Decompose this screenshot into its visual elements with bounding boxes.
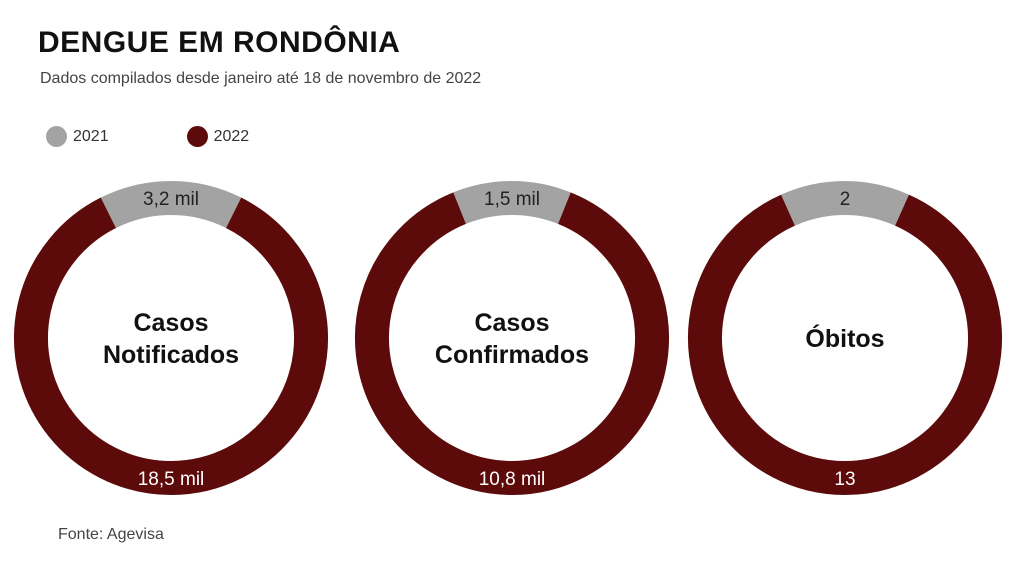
donut-chart-3: 2 13 Óbitos — [688, 181, 1002, 495]
legend-item-2022: 2022 — [186, 126, 250, 147]
slice-2021 — [781, 181, 909, 226]
chart-center-label: Casos Notificados — [103, 309, 239, 369]
slice-2022 — [688, 194, 1002, 495]
legend-swatch-2022 — [186, 126, 208, 147]
chart-center-label: Casos Confirmados — [435, 309, 589, 369]
chart-center-label: Óbitos — [805, 323, 884, 353]
slice-2022 — [355, 192, 669, 495]
slice-2022 — [14, 197, 328, 495]
page-subtitle: Dados compilados desde janeiro até 18 de… — [40, 70, 482, 87]
chart-center-label-line: Casos — [474, 309, 549, 337]
slice-2021 — [100, 181, 242, 229]
legend-label-2022: 2022 — [213, 127, 250, 145]
slice-label-2021: 3,2 mil — [143, 189, 199, 210]
legend-label-2021: 2021 — [73, 127, 109, 145]
slice-label-2022: 18,5 mil — [138, 469, 205, 490]
legend: 2021 2022 — [46, 126, 249, 147]
slice-label-2021: 1,5 mil — [484, 189, 540, 210]
donut-chart-1: 3,2 mil 18,5 mil Casos Notificados — [14, 181, 328, 495]
donut-chart-2: 1,5 mil 10,8 mil Casos Confirmados — [355, 181, 669, 495]
slice-label-2022: 13 — [834, 469, 855, 490]
slice-label-2022: 10,8 mil — [479, 469, 546, 490]
chart-center-label-line: Notificados — [103, 341, 239, 369]
chart-center-label-line: Confirmados — [435, 341, 589, 369]
slice-2021 — [453, 181, 571, 225]
legend-item-2021: 2021 — [46, 126, 109, 147]
page-title: DENGUE EM RONDÔNIA — [38, 26, 401, 59]
slice-label-2021: 2 — [840, 189, 851, 210]
chart-center-label-line: Óbitos — [805, 323, 884, 353]
chart-center-label-line: Casos — [133, 309, 208, 337]
source-note: Fonte: Agevisa — [58, 526, 164, 543]
legend-swatch-2021 — [46, 126, 67, 147]
